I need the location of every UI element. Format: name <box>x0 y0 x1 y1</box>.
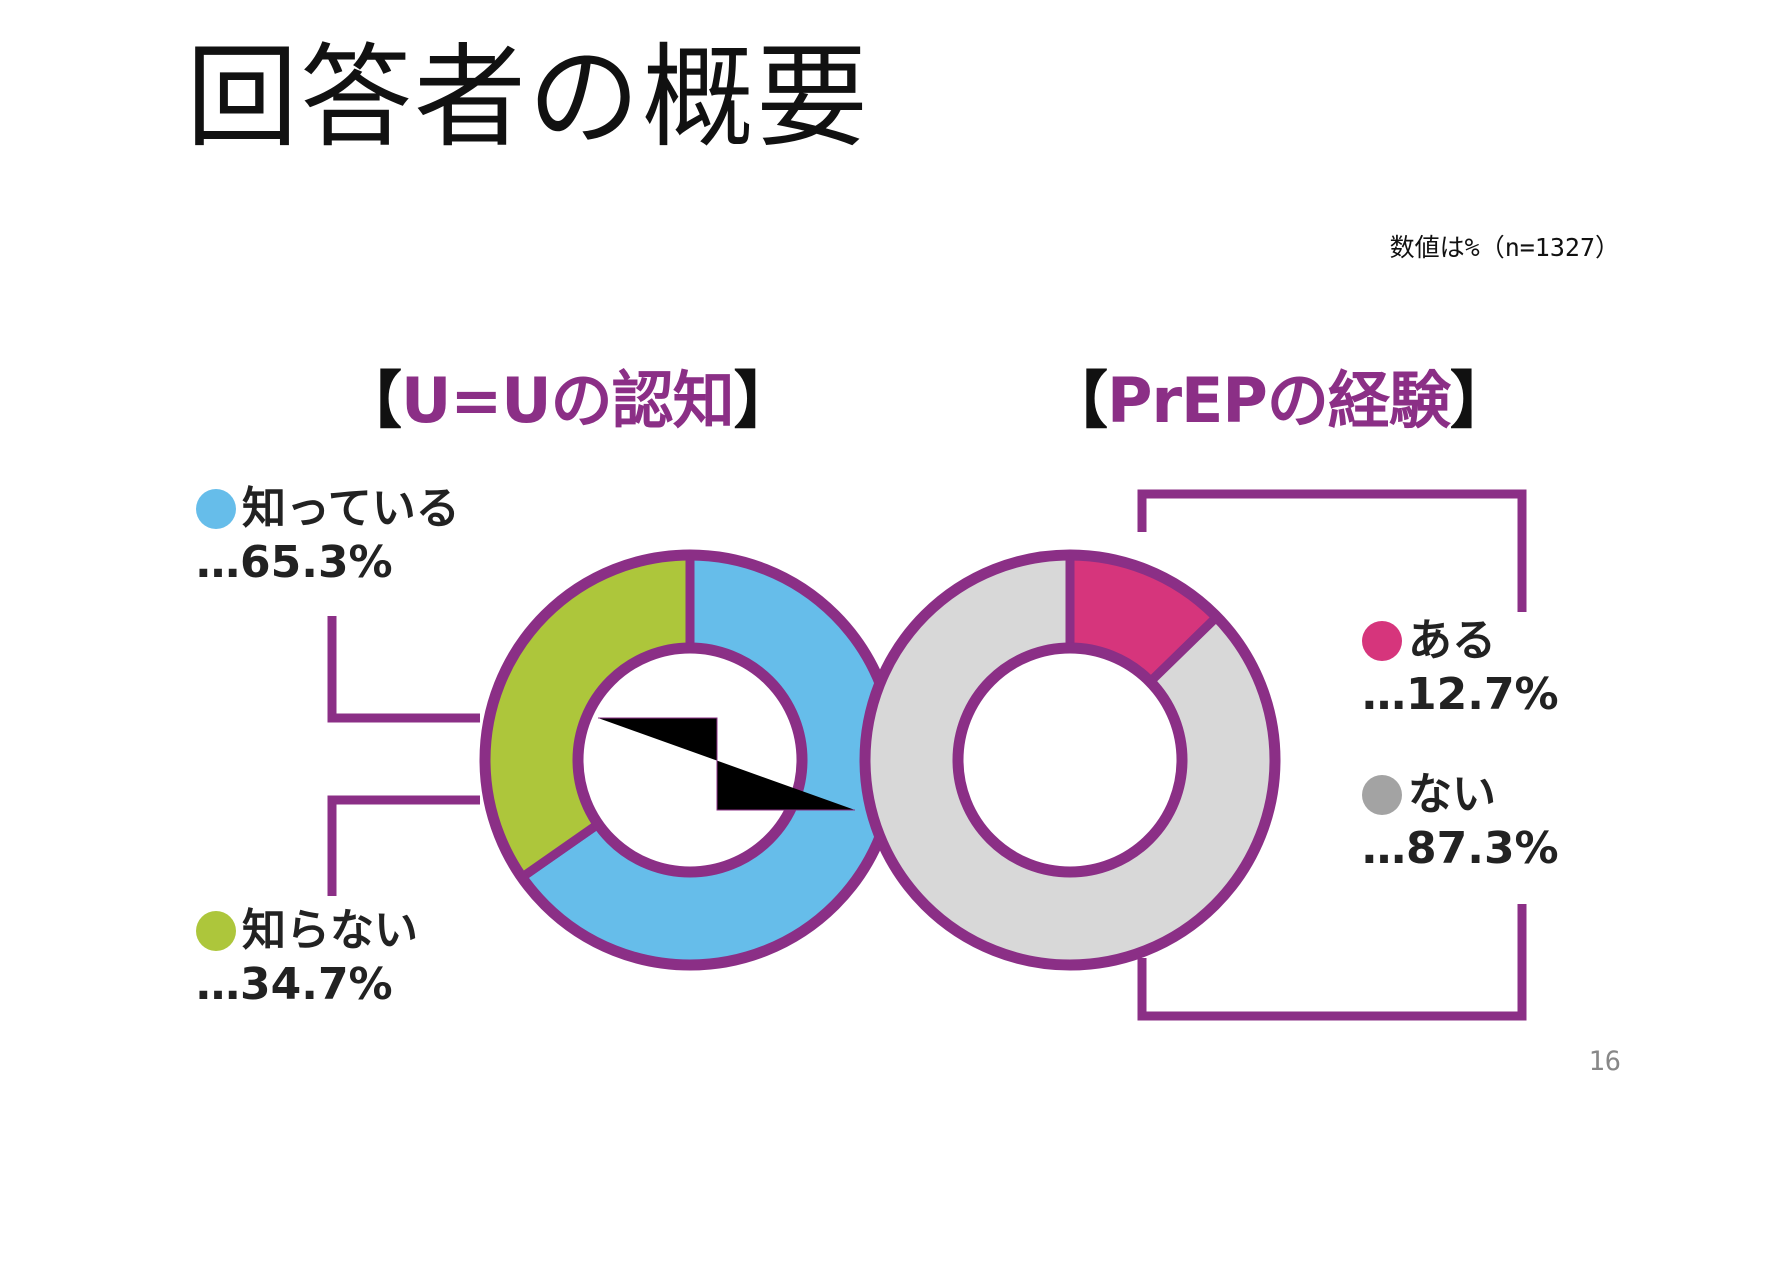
donut-hole <box>572 642 808 878</box>
bracket-close: 】 <box>1449 364 1512 437</box>
bracket-open: 【 <box>1046 364 1108 437</box>
legend-label: 知らない <box>242 905 418 956</box>
chart-title-uu: 【U=Uの認知】 <box>340 350 796 440</box>
page-title: 回答者の概要 <box>186 33 870 163</box>
donut-prep <box>859 549 1281 971</box>
connector-line <box>327 616 480 723</box>
legend-item-know: 知っている …65.3% <box>196 482 460 590</box>
legend-dot-nai <box>1362 775 1402 815</box>
legend-dot-notknow <box>196 911 236 951</box>
connector-line <box>1137 489 1527 612</box>
chart-title-prep: 【PrEPの経験】 <box>1046 350 1512 440</box>
donut-hole <box>952 642 1188 878</box>
legend-label: ない <box>1408 769 1496 820</box>
page-number: 16 <box>1588 1046 1621 1077</box>
legend-item-notknow: 知らない …34.7% <box>196 904 418 1012</box>
chart-title-uu-text: U=Uの認知 <box>401 364 735 437</box>
bracket-close: 】 <box>733 364 796 437</box>
connector-line <box>598 717 855 811</box>
legend-value: …65.3% <box>196 537 393 588</box>
legend-value: …12.7% <box>1362 669 1559 720</box>
legend-item-nai: ない …87.3% <box>1362 768 1559 876</box>
connector-line <box>1137 904 1527 1021</box>
legend-label: 知っている <box>242 483 460 534</box>
bracket-open: 【 <box>340 364 402 437</box>
connector-lines <box>327 489 1527 1021</box>
donut-uu <box>479 549 901 971</box>
donut-outer-ring <box>859 549 1281 971</box>
legend-value: …87.3% <box>1362 823 1559 874</box>
legend-label: ある <box>1408 615 1496 666</box>
legend-value: …34.7% <box>196 959 393 1010</box>
connector-line <box>327 795 480 896</box>
legend-dot-aru <box>1362 621 1402 661</box>
legend-item-aru: ある …12.7% <box>1362 614 1559 722</box>
chart-title-prep-text: PrEPの経験 <box>1107 364 1451 437</box>
legend-dot-know <box>196 489 236 529</box>
sample-note: 数値は%（n=1327） <box>1389 233 1620 262</box>
